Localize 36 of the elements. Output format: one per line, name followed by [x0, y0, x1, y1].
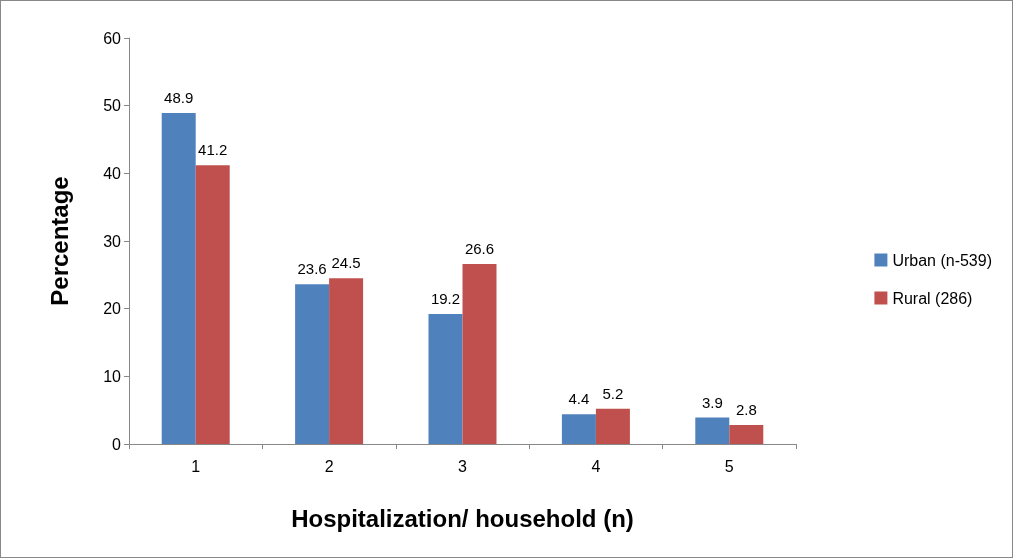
- data-label: 23.6: [297, 260, 327, 278]
- data-label: 5.2: [602, 384, 624, 402]
- bar: [695, 417, 730, 444]
- data-label: 24.5: [331, 254, 361, 272]
- bar: [428, 314, 463, 444]
- legend-label: Urban (n-539): [892, 251, 993, 269]
- data-label: 48.9: [164, 89, 194, 107]
- bar: [161, 113, 196, 444]
- bar: [561, 414, 596, 444]
- x-tick-label: 1: [191, 457, 201, 475]
- y-axis-title: Percentage: [45, 176, 73, 306]
- y-tick-label: 30: [103, 232, 122, 250]
- data-label: 4.4: [568, 390, 590, 408]
- y-tick-label: 20: [103, 300, 122, 318]
- x-tick-label: 4: [591, 457, 601, 475]
- x-tick-label: 3: [458, 457, 468, 475]
- y-tick-label: 60: [103, 29, 122, 47]
- x-tick-label: 5: [724, 457, 734, 475]
- data-label: 2.8: [735, 401, 757, 419]
- bar: [729, 425, 764, 444]
- y-tick-label: 0: [112, 435, 122, 453]
- bar: [462, 264, 497, 444]
- y-tick-label: 50: [103, 97, 122, 115]
- data-label: 19.2: [430, 290, 461, 308]
- y-tick-label: 40: [103, 164, 122, 182]
- x-tick-label: 2: [324, 457, 334, 475]
- x-axis-title: Hospitalization/ household (n): [291, 504, 634, 532]
- legend-label: Rural (286): [892, 289, 973, 307]
- data-label: 3.9: [701, 393, 723, 411]
- data-label: 26.6: [464, 240, 495, 258]
- bar: [295, 284, 330, 444]
- data-label: 41.2: [198, 141, 228, 159]
- y-tick-label: 10: [103, 367, 122, 385]
- bar: [329, 278, 364, 444]
- bar: [595, 408, 630, 444]
- bar: [195, 165, 230, 444]
